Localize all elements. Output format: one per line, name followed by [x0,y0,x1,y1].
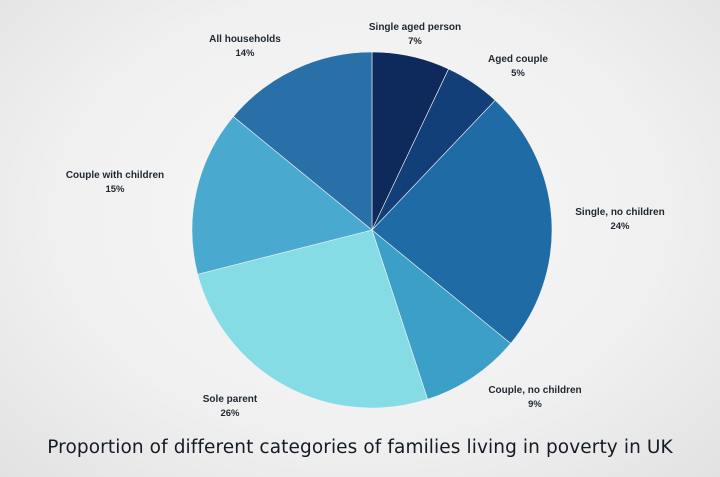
slice-label: All households [209,34,281,45]
pie-labels: Single aged person 7% Aged couple 5% Single,… [66,22,665,419]
slice-value-label: 26% [220,408,240,419]
slice-label: Single aged person [369,22,461,33]
slice-value-label: 14% [235,48,255,59]
pie-slices [191,51,553,409]
chart-title: Proportion of different categories of fa… [47,437,673,458]
slice-label: Aged couple [488,54,548,65]
slice-value-label: 7% [408,36,422,47]
pie-slice-sole-parent [197,229,428,409]
slice-value-label: 5% [511,68,525,79]
pie-slice-couple-with-children [191,116,373,275]
slice-label: Single, no children [575,207,664,218]
pie-slice-couple-no-children [371,229,512,400]
slice-label: Couple with children [66,170,164,181]
slice-value-label: 24% [610,221,630,232]
slice-label: Couple, no children [488,385,581,396]
slice-label: Sole parent [203,394,258,405]
pie-slice-all-households [232,51,373,231]
pie-slice-single-no-children [371,99,553,344]
slice-value-label: 9% [528,399,542,410]
slice-value-label: 15% [105,184,125,195]
